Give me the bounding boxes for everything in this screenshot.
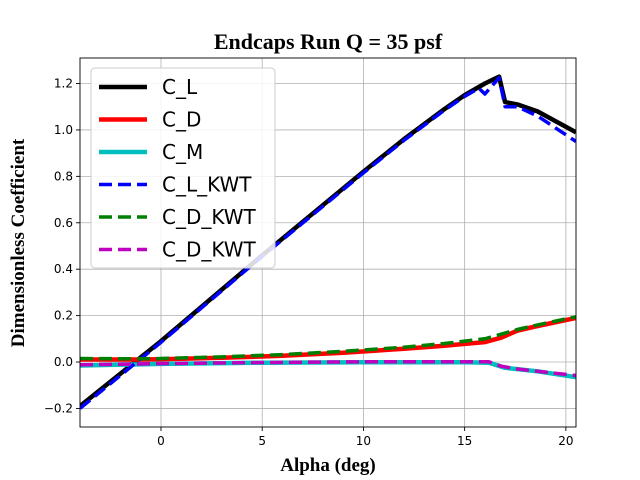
x-tick-label: 10	[356, 434, 371, 448]
y-axis-label: Dimensionless Coefficient	[8, 138, 29, 347]
y-tick-label: 0.6	[54, 216, 73, 230]
y-tick-label: 0.2	[54, 309, 73, 323]
y-tick-label: 1.0	[54, 123, 73, 137]
series-line-c-d-kwt-4	[80, 315, 576, 361]
x-tick-label: 5	[258, 434, 266, 448]
series-lines	[80, 74, 576, 410]
legend-label: C_D_KWT	[162, 238, 257, 262]
y-tick-label: 0.8	[54, 169, 73, 183]
y-tick-label: 0.4	[54, 262, 73, 276]
x-tick-label: 15	[457, 434, 472, 448]
legend-label: C_L	[162, 75, 198, 99]
axes-frame	[79, 57, 577, 428]
series-line-c-d-kwt-5	[80, 360, 576, 378]
ticks: 0 5 10 15 20 −0.2 0.0 0.2 0.4 0.6 0.8 1.0 1.2	[44, 77, 574, 448]
series-line-c-d-1	[80, 315, 576, 362]
x-tick-label: 0	[157, 434, 165, 448]
y-tick-label: 1.2	[54, 77, 73, 91]
legend-label: C_D_KWT	[162, 205, 257, 229]
series-line-c-l-kwt-3	[80, 75, 576, 410]
x-axis-label: Alpha (deg)	[280, 455, 376, 476]
y-tick-label: 0.0	[54, 355, 73, 369]
legend-label: C_L_KWT	[162, 173, 252, 197]
y-tick-label: −0.2	[44, 401, 73, 415]
x-tick-label: 20	[558, 434, 573, 448]
chart-title: Endcaps Run Q = 35 psf	[214, 29, 443, 54]
legend-label: C_M	[162, 140, 203, 164]
legend-label: C_D	[162, 108, 201, 132]
legend: C_L C_D C_M C_L_KWT C_D_KWT C_D_KWT	[90, 67, 276, 269]
